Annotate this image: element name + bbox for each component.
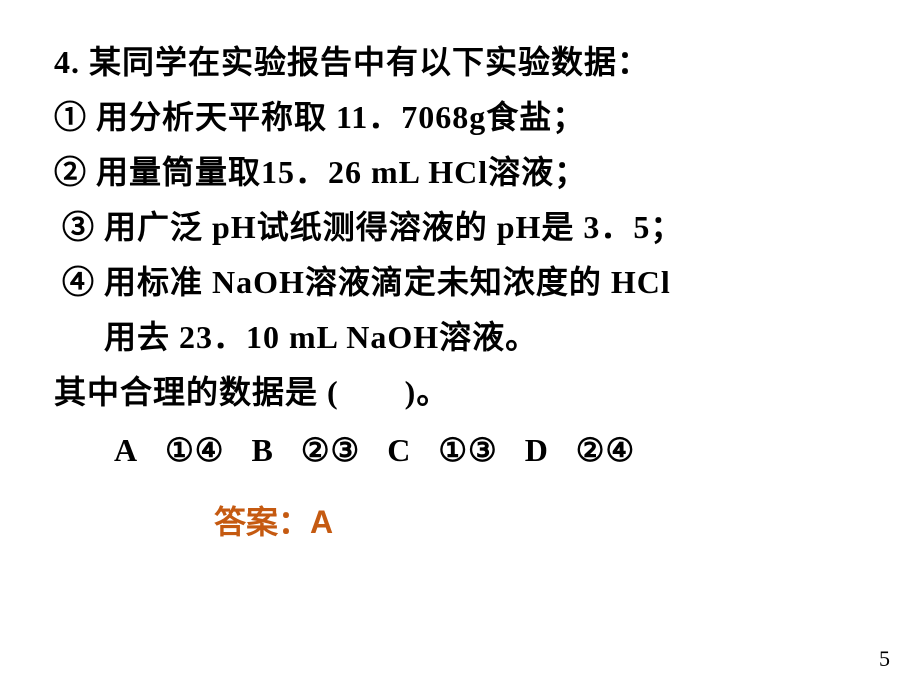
choice-c-value: ①③ xyxy=(438,432,497,468)
question-item-3: ③ 用广泛 pH试纸测得溶液的 pH是 3．5； xyxy=(54,211,866,243)
question-item-1: ① 用分析天平称取 11．7068g食盐； xyxy=(54,101,866,133)
answer-label: 答案： xyxy=(214,504,310,540)
choice-a-value: ①④ xyxy=(165,432,224,468)
question-number: 4. xyxy=(54,44,80,80)
choice-b-label: B xyxy=(251,432,273,468)
question-choices: A ①④ B ②③ C ①③ D ②④ xyxy=(54,431,866,469)
answer-row: 答案：A xyxy=(54,497,866,543)
choice-c-label: C xyxy=(387,432,411,468)
choice-d-label: D xyxy=(525,432,549,468)
question-stem: 某同学在实验报告中有以下实验数据： xyxy=(89,44,650,80)
answer-value: A xyxy=(310,504,335,540)
question-item-4b: 用去 23．10 mL NaOH溶液。 xyxy=(54,321,866,353)
choice-d-value: ②④ xyxy=(576,432,635,468)
question-tail: 其中合理的数据是 ( )。 xyxy=(54,376,866,408)
page-number: 5 xyxy=(879,646,890,672)
question-item-2: ② 用量筒量取15．26 mL HCl溶液； xyxy=(54,156,866,188)
question-stem-line: 4. 某同学在实验报告中有以下实验数据： xyxy=(54,46,866,78)
choice-a-label: A xyxy=(114,432,138,468)
question-item-4a: ④ 用标准 NaOH溶液滴定未知浓度的 HCl xyxy=(54,266,866,298)
choice-b-value: ②③ xyxy=(301,432,360,468)
